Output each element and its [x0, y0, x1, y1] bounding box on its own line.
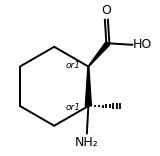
Polygon shape — [88, 42, 110, 67]
Text: or1: or1 — [66, 61, 81, 70]
Text: NH₂: NH₂ — [75, 136, 99, 149]
Polygon shape — [85, 67, 91, 106]
Text: HO: HO — [133, 38, 152, 51]
Text: or1: or1 — [66, 103, 81, 112]
Text: O: O — [101, 5, 111, 17]
